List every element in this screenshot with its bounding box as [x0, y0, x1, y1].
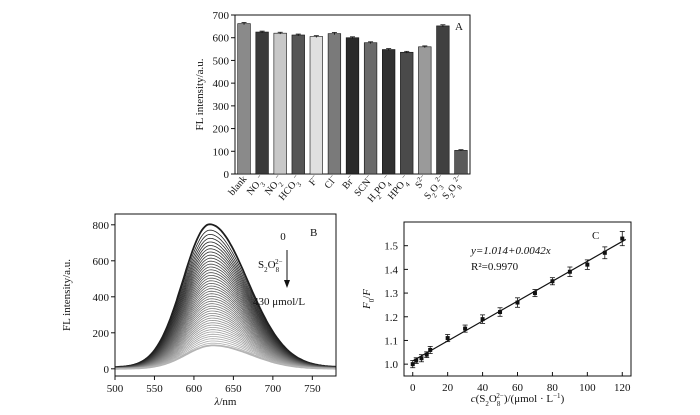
panel-c-data-point [463, 326, 468, 331]
panel-c-data-point [550, 279, 555, 284]
panel-a-y-tick-label: 200 [213, 124, 230, 136]
panel-c-r-squared: R²=0.9970 [471, 261, 519, 273]
panel-b-x-tick-label: 650 [225, 383, 242, 395]
panel-c-x-tick-label: 120 [614, 382, 631, 394]
panel-a-y-tick-label: 700 [213, 10, 230, 22]
panel-a-bar [382, 49, 396, 175]
panel-b-x-tick-label: 500 [107, 383, 124, 395]
panel-c-y-tick-label: 1.0 [384, 359, 398, 371]
panel-a-bar [327, 33, 342, 175]
panel-b-letter: B [310, 227, 317, 239]
panel-c-x-axis-label: c(S2O82−)/(μmol · L−1) [471, 392, 565, 408]
panel-a-bar-chart: 0 100 200 300 400 500 600 700 FL intensity/a.u. A… [194, 10, 471, 205]
panel-a-y-tick-label: 500 [213, 55, 230, 67]
panel-b-frame [114, 213, 337, 377]
panel-a-y-tick-label: 0 [224, 169, 230, 181]
panel-a-category-label: blank [227, 174, 250, 198]
panel-b-spectrum-line [115, 344, 336, 370]
panel-b-annotation-arrowhead [284, 280, 290, 288]
panel-c-y-tick-label: 1.2 [384, 312, 398, 324]
panel-a-bar [345, 37, 360, 175]
panel-a-category-label: F− [306, 173, 322, 189]
panel-a-bar [291, 34, 305, 175]
panel-a-bar [273, 32, 287, 175]
panel-a-bar [454, 150, 468, 175]
panel-a-y-tick-label: 400 [213, 78, 230, 90]
panel-c-data-point [419, 356, 424, 361]
panel-b-annotation-ion: S2O82− [258, 258, 283, 274]
panel-b-x-axis-label: λ/nm [214, 396, 237, 408]
panel-c-x-tick-label: 100 [579, 382, 596, 394]
panel-b-x-tick-label: 600 [186, 383, 203, 395]
panel-c-data-point [532, 291, 537, 296]
panel-b-y-axis-label: FL intensity/a.u. [61, 259, 73, 331]
panel-c-y-tick-label: 1.4 [384, 264, 398, 276]
panel-b-x-tick-label: 750 [304, 383, 321, 395]
panel-a-y-axis-label: FL intensity/a.u. [194, 58, 206, 130]
panel-c-data-point [620, 236, 625, 241]
panel-a-y-tick-label: 300 [213, 101, 230, 113]
panel-c-data-point [515, 300, 520, 305]
panel-b-annotation-start: 0 [280, 231, 286, 243]
panel-c-data-point [585, 262, 590, 267]
panel-a-y-tick-label: 600 [213, 33, 230, 45]
panel-b-y-tick-label: 600 [93, 256, 110, 268]
panel-c-y-tick-label: 1.1 [384, 335, 398, 347]
panel-a-category-label: S2O32− [421, 173, 451, 204]
panel-c-x-tick-label: 40 [477, 382, 489, 394]
panel-c-letter: C [592, 230, 599, 242]
panel-c-data-point [480, 317, 485, 322]
panel-c-equation: y=1.014+0.0042x [470, 245, 551, 257]
panel-a-y-tick-label: 100 [213, 146, 230, 158]
panel-c-y-tick-label: 1.3 [384, 288, 398, 300]
panel-a-bar [436, 25, 450, 175]
panel-c-calibration-chart: 0 20 40 60 80 100 120 1.0 1.1 1.2 1.3 1.4 1.5 F0/F c(S… [361, 221, 632, 408]
panel-c-x-tick-label: 80 [547, 382, 559, 394]
panel-a-bar [237, 23, 251, 175]
panel-c-y-axis-label: F0/F [361, 289, 376, 310]
panel-c-data-point [428, 347, 433, 352]
panel-b-y-tick-label: 200 [93, 328, 110, 340]
panel-b-y-tick-label: 400 [93, 292, 110, 304]
panel-a-bar [400, 51, 414, 175]
panel-c-data-point [567, 269, 572, 274]
panel-c-data-point [414, 358, 419, 363]
panel-a-bar [255, 31, 269, 175]
panel-c-x-tick-label: 60 [512, 382, 524, 394]
panel-a-category-label: Br− [339, 173, 358, 192]
panel-a-bar [363, 42, 378, 175]
panel-c-data-point [445, 336, 450, 341]
panel-c-data-point [498, 310, 503, 315]
panel-b-x-tick-label: 700 [265, 383, 282, 395]
panel-c-fit-line [412, 238, 627, 362]
panel-a-category-label: S2O82− [439, 173, 469, 204]
panel-c-data-point [424, 352, 429, 357]
panel-c-data-point [410, 362, 415, 367]
panel-b-x-tick-label: 550 [146, 383, 163, 395]
panel-a-letter: A [455, 21, 463, 33]
panel-c-y-tick-label: 1.5 [384, 241, 398, 253]
panel-a-category-label: Cl− [321, 173, 340, 192]
panel-b-spectra-chart: 500 550 600 650 700 750 0 200 400 600 800 FL intens… [61, 213, 337, 408]
panel-c-data-point [602, 250, 607, 255]
panel-b-y-tick-label: 800 [93, 220, 110, 232]
panel-a-category-label: S2− [412, 173, 430, 191]
panel-a-bar [418, 46, 432, 175]
panel-b-curves [115, 223, 336, 370]
panel-b-y-tick-label: 0 [104, 364, 110, 376]
panel-b-annotation-end: 430 μmol/L [253, 296, 305, 308]
panel-c-x-tick-label: 0 [410, 382, 416, 394]
panel-a-bar [309, 36, 323, 175]
panel-c-x-tick-label: 20 [442, 382, 454, 394]
